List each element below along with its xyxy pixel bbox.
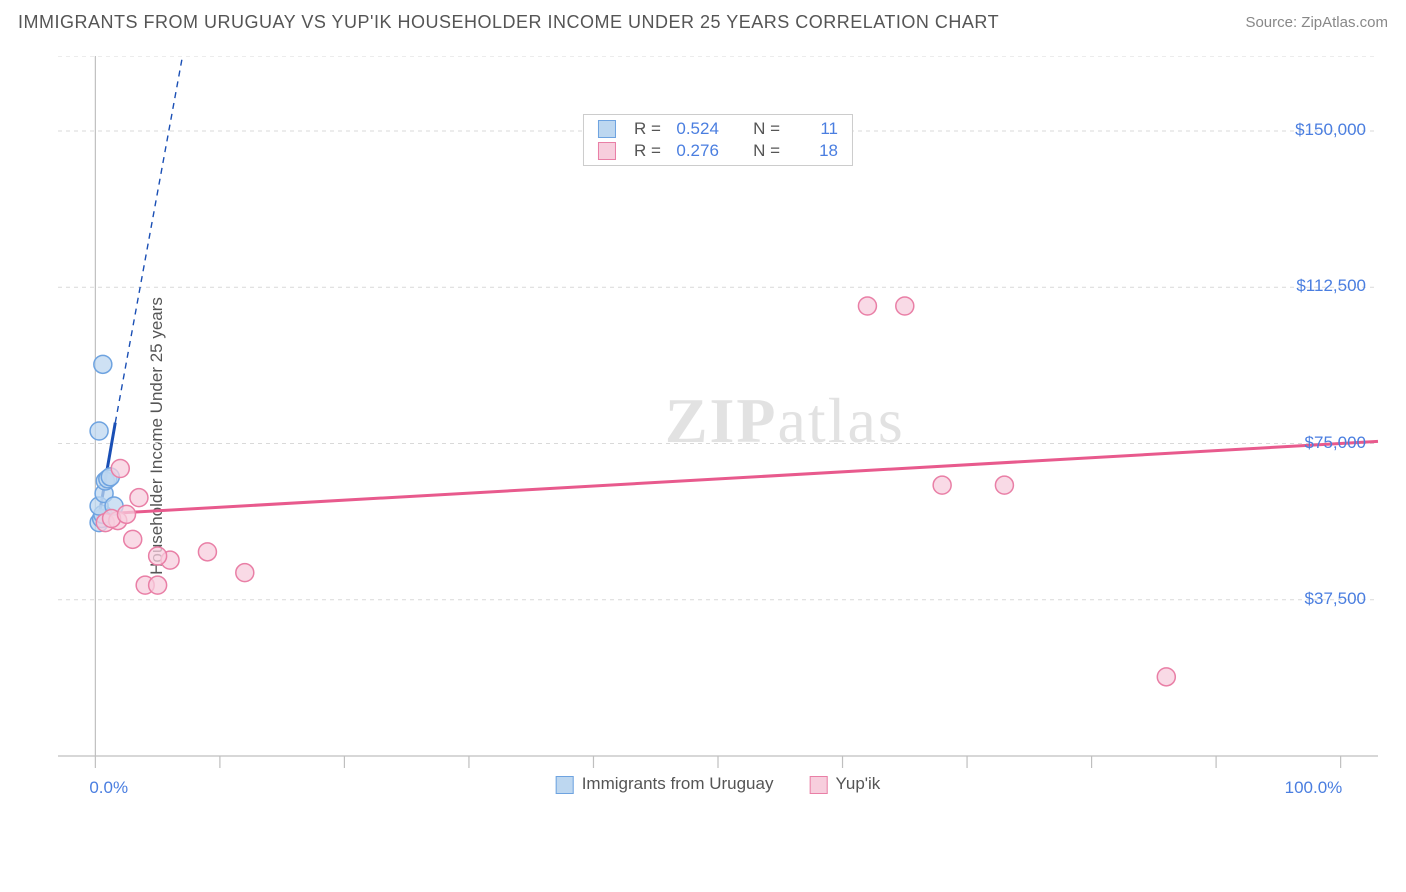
x-tick-label: 0.0% bbox=[89, 778, 128, 798]
source-credit: Source: ZipAtlas.com bbox=[1245, 14, 1388, 31]
legend-swatch bbox=[598, 142, 616, 160]
legend-swatch bbox=[809, 776, 827, 794]
y-tick-label: $150,000 bbox=[1295, 120, 1366, 140]
legend-swatch bbox=[556, 776, 574, 794]
correlation-row: R =0.524 N =11 bbox=[598, 118, 838, 140]
y-tick-label: $112,500 bbox=[1296, 276, 1366, 296]
correlation-row: R =0.276 N =18 bbox=[598, 140, 838, 162]
plot-area: Householder Income Under 25 years ZIPatl… bbox=[50, 56, 1386, 816]
legend-item: Immigrants from Uruguay bbox=[556, 774, 774, 794]
watermark: ZIPatlas bbox=[665, 384, 905, 458]
legend-label: Immigrants from Uruguay bbox=[582, 774, 774, 793]
legend-item: Yup'ik bbox=[809, 774, 880, 794]
y-tick-label: $37,500 bbox=[1305, 589, 1366, 609]
series-legend: Immigrants from Uruguay Yup'ik bbox=[556, 774, 881, 794]
y-tick-label: $75,000 bbox=[1305, 433, 1366, 453]
legend-label: Yup'ik bbox=[835, 774, 880, 793]
correlation-legend-box: R =0.524 N =11R =0.276 N =18 bbox=[583, 114, 853, 166]
x-tick-label: 100.0% bbox=[1285, 778, 1343, 798]
legend-swatch bbox=[598, 120, 616, 138]
chart-title: IMMIGRANTS FROM URUGUAY VS YUP'IK HOUSEH… bbox=[18, 12, 999, 33]
